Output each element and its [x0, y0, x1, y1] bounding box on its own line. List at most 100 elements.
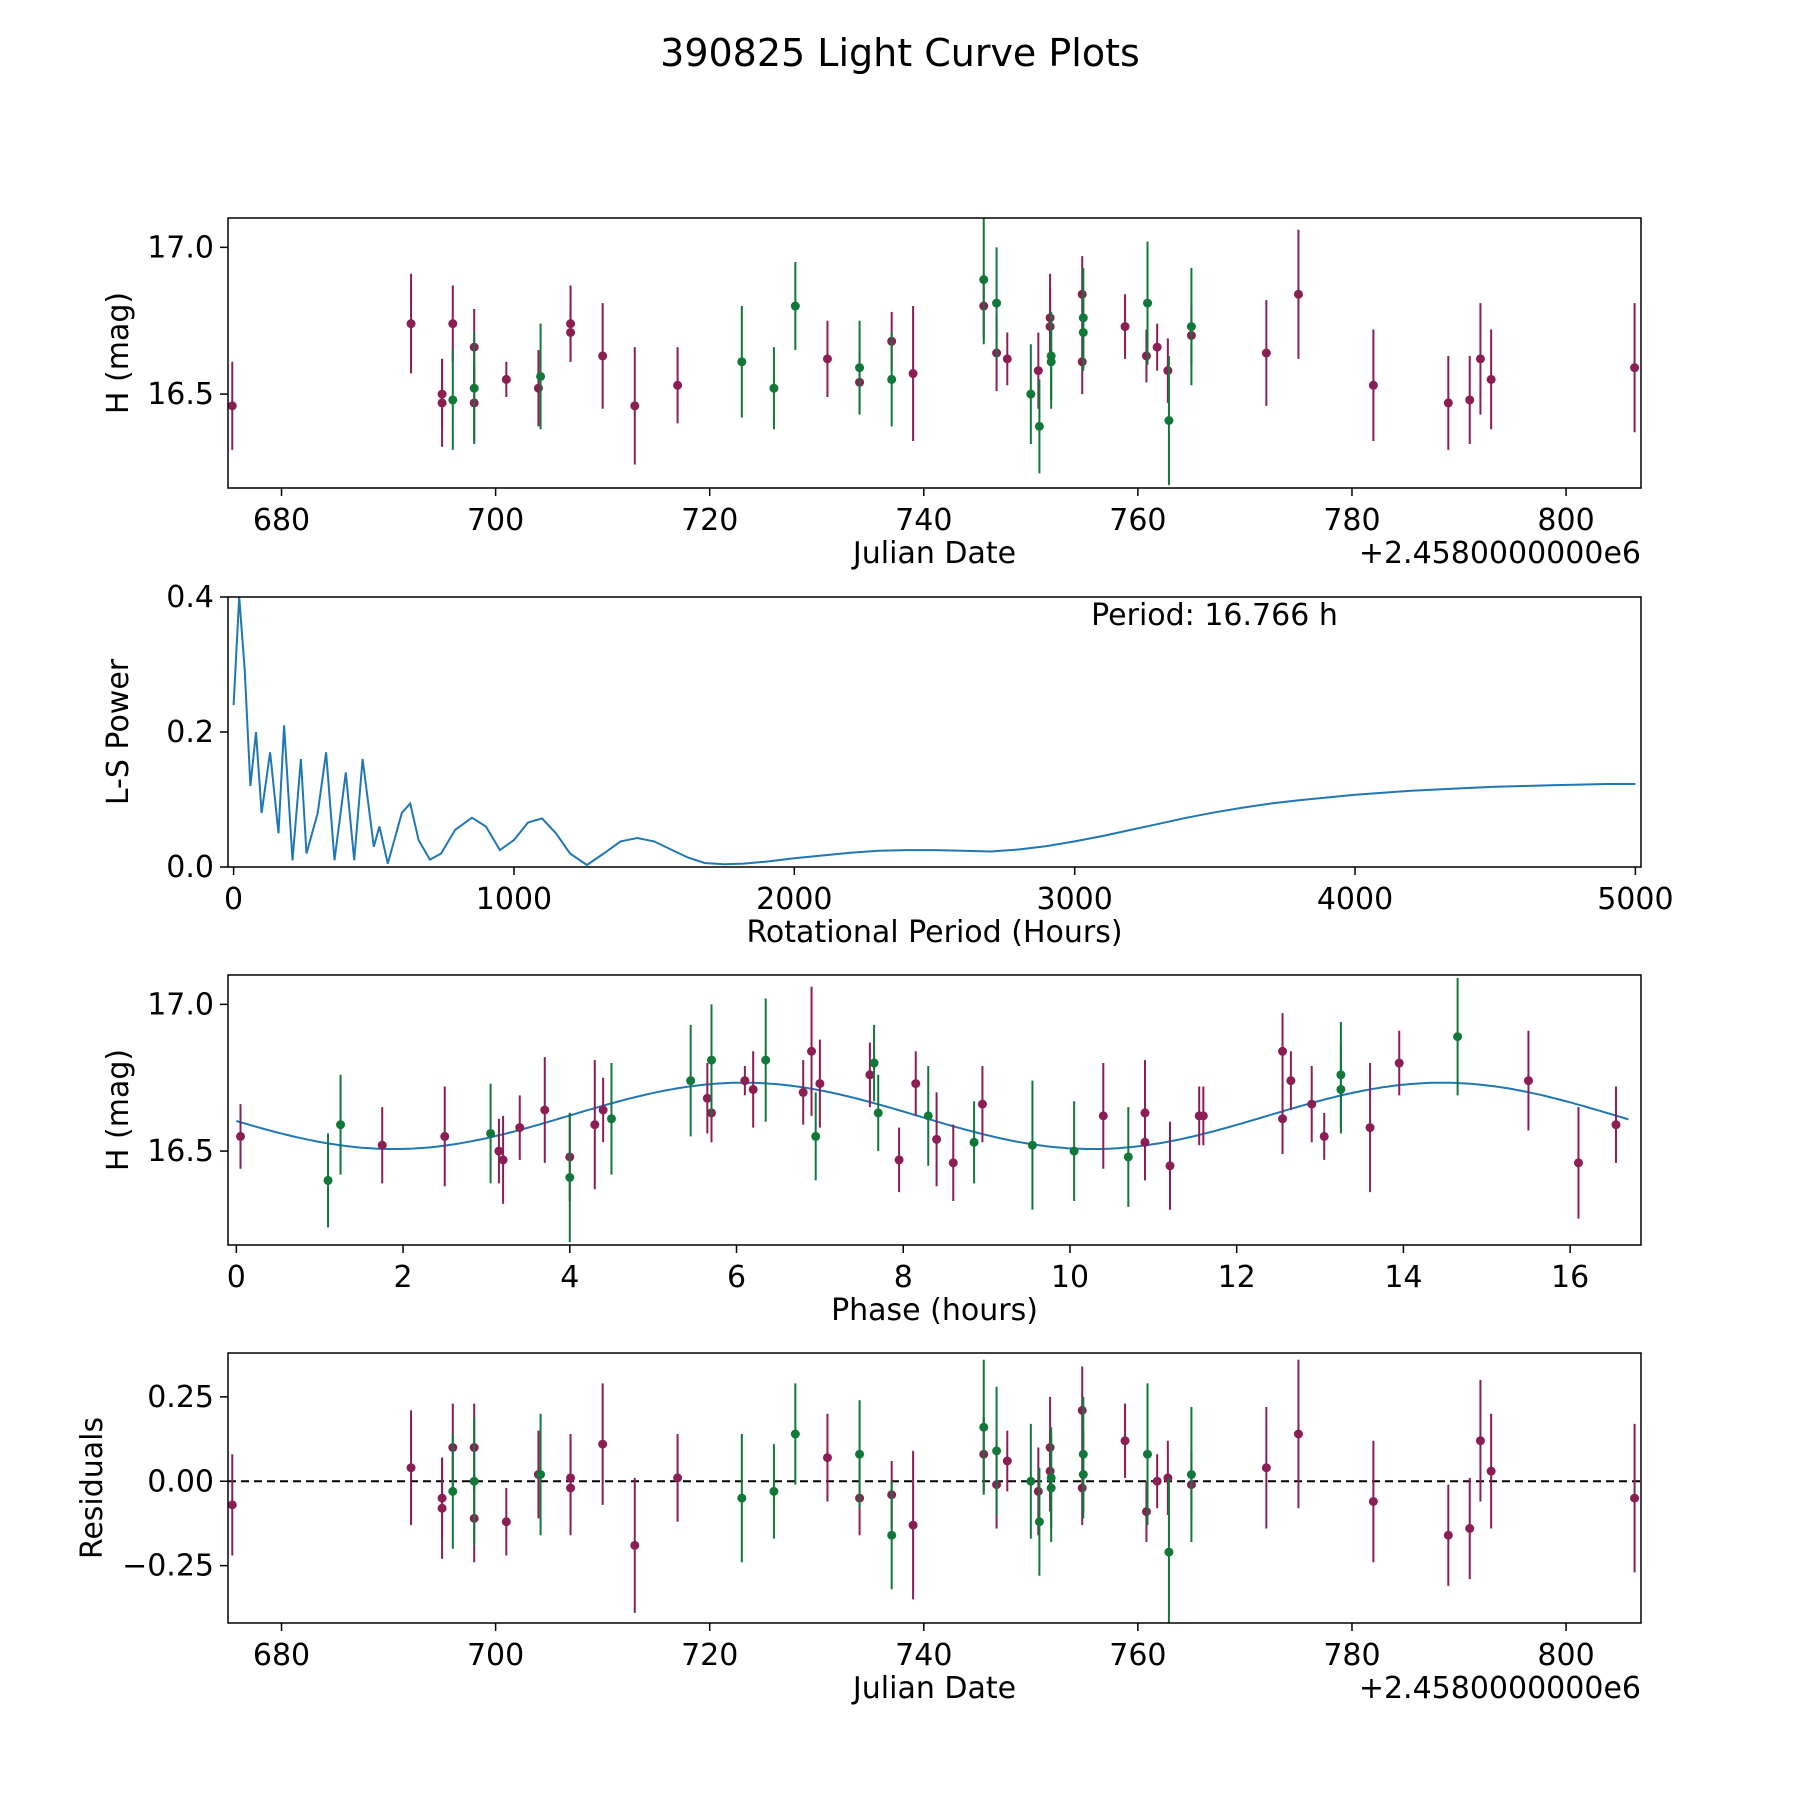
residuals-point-g: [1186, 1470, 1196, 1479]
phased-point-g: [969, 1137, 979, 1147]
residuals-xtick-label: 760: [1109, 1638, 1166, 1673]
lightcurve-point-r: [598, 351, 608, 361]
lightcurve-point-g: [1143, 298, 1153, 308]
lightcurve-point-g: [887, 374, 897, 384]
phased-point-r: [1098, 1111, 1108, 1121]
residuals-point-r: [1033, 1486, 1043, 1496]
lightcurve-point-r: [1630, 363, 1640, 373]
lightcurve-point-r: [1293, 289, 1303, 299]
phased-point-g: [565, 1173, 575, 1182]
residuals-point-g: [1026, 1476, 1036, 1486]
phased-point-g: [869, 1058, 879, 1068]
phased-point-r: [1140, 1137, 1150, 1147]
residuals-xtick-label: 680: [253, 1638, 310, 1673]
phased-point-r: [702, 1093, 712, 1103]
residuals-point-g: [790, 1429, 800, 1439]
residuals-point-r: [1630, 1493, 1640, 1503]
lightcurve-point-g: [1046, 351, 1056, 361]
phased-point-r: [1278, 1046, 1288, 1056]
residuals-point-g: [855, 1449, 865, 1459]
residuals-point-r: [1486, 1466, 1496, 1476]
lightcurve-point-r: [1077, 357, 1087, 367]
lightcurve-xtick-label: 700: [467, 503, 524, 538]
lightcurve-xtick-label: 740: [895, 503, 952, 538]
residuals-point-r: [1261, 1463, 1271, 1473]
residuals-point-r: [1443, 1530, 1453, 1540]
phased-point-r: [977, 1099, 987, 1109]
residuals-xlabel: Julian Date: [851, 1671, 1016, 1706]
residuals-offset-text: +2.4580000000e6: [1359, 1671, 1641, 1706]
lightcurve-point-r: [448, 319, 458, 329]
phased-point-g: [811, 1131, 821, 1141]
phased-xtick-label: 8: [894, 1260, 913, 1295]
phased-point-r: [1198, 1111, 1208, 1121]
residuals-point-r: [406, 1463, 416, 1473]
periodogram-ytick-label: 0.2: [166, 715, 214, 750]
residuals-point-r: [630, 1540, 640, 1550]
phased-point-r: [911, 1079, 921, 1089]
residuals-xtick-label: 740: [895, 1638, 952, 1673]
residuals-point-r: [228, 1500, 237, 1510]
residuals-point-r: [1163, 1473, 1173, 1483]
residuals-xtick-label: 800: [1537, 1638, 1594, 1673]
lightcurve-point-g: [448, 395, 458, 405]
lightcurve-point-r: [533, 383, 543, 393]
periodogram-xtick-label: 2000: [756, 882, 832, 917]
phased-point-r: [807, 1046, 817, 1056]
lightcurve-point-r: [1045, 322, 1055, 332]
phased-point-r: [540, 1105, 550, 1115]
lightcurve-point-r: [1077, 289, 1087, 299]
residuals-ytick-label: −0.25: [122, 1549, 214, 1584]
lightcurve-point-g: [855, 363, 865, 373]
phased-xtick-label: 16: [1551, 1260, 1589, 1295]
residuals-point-r: [1077, 1483, 1087, 1493]
lightcurve-point-g: [769, 383, 779, 393]
phased-point-r: [1573, 1158, 1583, 1168]
lightcurve-point-g: [1026, 389, 1036, 399]
lightcurve-point-r: [437, 398, 447, 408]
lightcurve-plot-area: [228, 218, 1640, 486]
residuals-point-r: [673, 1473, 683, 1483]
phased-point-g: [606, 1114, 616, 1124]
lightcurve-point-g: [1078, 327, 1088, 337]
phased-point-r: [948, 1158, 958, 1168]
residuals-ylabel: Residuals: [75, 1417, 110, 1559]
residuals-point-g: [979, 1422, 989, 1432]
residuals-point-g: [1164, 1547, 1174, 1557]
phased-xtick-label: 10: [1051, 1260, 1089, 1295]
phased-point-g: [1027, 1140, 1037, 1150]
lightcurve-point-r: [1163, 366, 1173, 376]
lightcurve-point-g: [469, 383, 479, 393]
phased-point-r: [740, 1076, 750, 1086]
phased-point-r: [598, 1105, 608, 1115]
phased-point-r: [1286, 1076, 1296, 1086]
residuals-point-g: [769, 1486, 779, 1496]
phased-point-r: [865, 1070, 875, 1080]
lightcurve-point-r: [228, 401, 237, 411]
phased-point-g: [1069, 1146, 1079, 1156]
lightcurve-point-r: [908, 369, 918, 379]
residuals-point-r: [501, 1517, 511, 1527]
periodogram-series-line: [232, 597, 1636, 867]
lightcurve-point-g: [790, 301, 800, 311]
lightcurve-xtick-label: 780: [1323, 503, 1380, 538]
phased-plot-area: [236, 977, 1629, 1243]
residuals-xtick-label: 720: [681, 1638, 738, 1673]
phased-axes-frame: [227, 974, 1642, 1246]
lightcurve-point-r: [1443, 398, 1453, 408]
phased-xtick-label: 2: [394, 1260, 413, 1295]
phased-point-r: [590, 1120, 600, 1130]
lightcurve-point-r: [501, 374, 511, 384]
residuals-point-g: [737, 1493, 747, 1503]
lightcurve-point-r: [1475, 354, 1485, 364]
residuals-point-r: [1475, 1436, 1485, 1446]
phased-ytick-label: 16.5: [147, 1134, 214, 1169]
lightcurve-point-r: [1120, 322, 1130, 332]
lightcurve-point-r: [1152, 342, 1162, 352]
residuals-point-g: [1078, 1470, 1088, 1479]
phased-point-r: [894, 1155, 904, 1165]
residuals-point-r: [1045, 1466, 1055, 1476]
phased-xlabel: Phase (hours): [831, 1293, 1038, 1328]
periodogram-ytick-label: 0.0: [166, 850, 214, 885]
phased-point-g: [873, 1108, 883, 1118]
